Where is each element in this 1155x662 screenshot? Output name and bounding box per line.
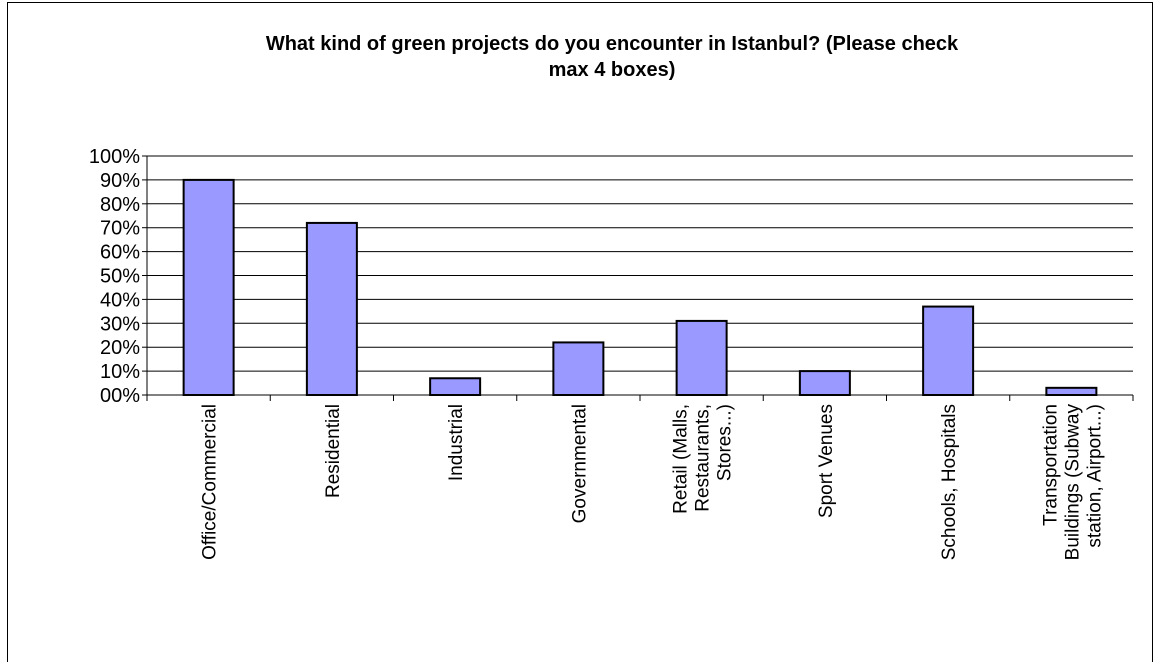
y-tick-label: 20% bbox=[100, 337, 140, 359]
x-axis-labels: Office/Commercial Residential Industrial Go… bbox=[200, 404, 1106, 561]
y-tick-label: 100% bbox=[89, 146, 140, 168]
x-category-label: Office/Commercial bbox=[200, 404, 221, 560]
bar bbox=[182, 178, 235, 396]
x-category-label: Residential bbox=[323, 404, 344, 498]
x-category-label: Restaurants, bbox=[693, 404, 714, 512]
x-category-label: Transportation bbox=[1040, 404, 1061, 526]
y-tick-label: 10% bbox=[100, 361, 140, 383]
bars bbox=[182, 178, 1098, 397]
chart-title: What kind of green projects do you encou… bbox=[266, 33, 959, 81]
bar bbox=[1045, 386, 1098, 396]
y-tick-label: 40% bbox=[100, 289, 140, 311]
bar bbox=[675, 319, 728, 396]
x-category-label: Retail (Malls, bbox=[671, 404, 692, 514]
y-tick-label: 90% bbox=[100, 170, 140, 192]
y-tick-label: 60% bbox=[100, 242, 140, 264]
bar bbox=[798, 370, 851, 397]
x-category-label: Schools, Hospitals bbox=[939, 404, 960, 560]
bar bbox=[429, 377, 482, 396]
y-tick-label: 80% bbox=[100, 194, 140, 216]
y-tick-label: 50% bbox=[100, 266, 140, 288]
x-category-label: Governmental bbox=[569, 404, 590, 523]
bar bbox=[305, 221, 358, 396]
chart-frame bbox=[7, 2, 1153, 662]
y-axis-ticks: 00%10%20%30%40%50%60%70%80%90%100% bbox=[89, 146, 147, 407]
x-category-label: Sport Venues bbox=[816, 404, 837, 518]
bar bbox=[922, 305, 975, 397]
y-tick-label: 30% bbox=[100, 313, 140, 335]
x-category-label: Industrial bbox=[446, 404, 467, 481]
bar bbox=[552, 341, 605, 397]
chart-title-line: What kind of green projects do you encou… bbox=[266, 33, 959, 55]
x-category-label: Stores...) bbox=[715, 404, 736, 481]
y-tick-label: 70% bbox=[100, 218, 140, 240]
x-category-label: Buildings (Subway bbox=[1062, 404, 1083, 561]
y-tick-label: 00% bbox=[100, 385, 140, 407]
axes bbox=[146, 156, 1134, 401]
gridlines bbox=[147, 155, 1133, 372]
x-category-label: station, Airport...) bbox=[1084, 404, 1105, 548]
chart-title-line: max 4 boxes) bbox=[549, 59, 676, 81]
